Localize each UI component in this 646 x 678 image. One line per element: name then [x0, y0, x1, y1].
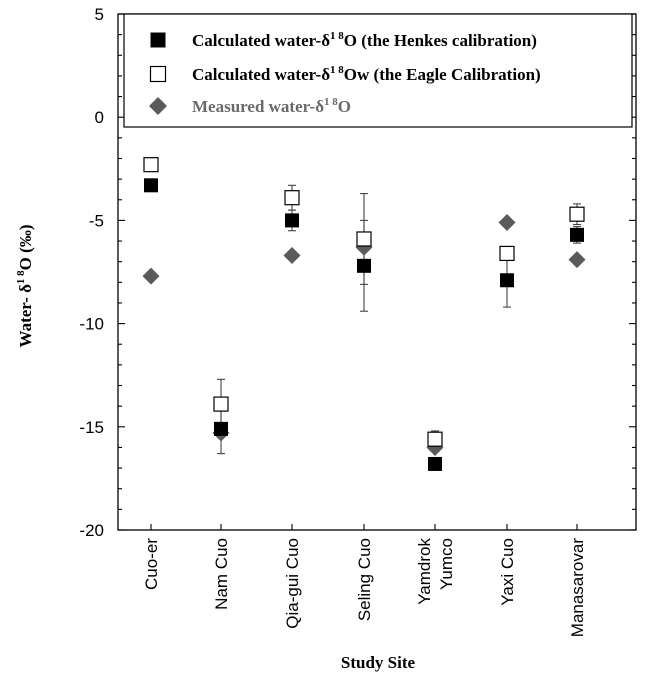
- point-diamond: [498, 213, 516, 231]
- legend-label: Calculated water-δ1 8O (the Henkes calib…: [192, 30, 537, 50]
- legend-box: [123, 13, 633, 128]
- legend-marker-filled-square: [150, 32, 166, 48]
- y-tick-label: 5: [95, 5, 104, 24]
- y-tick-labels: 5 0 -5 -10 -15 -20: [79, 5, 104, 540]
- x-axis-title: Study Site: [341, 653, 416, 672]
- legend-marker-open-square: [149, 65, 167, 83]
- point-open-square: [143, 157, 159, 173]
- point-filled-square: [214, 421, 228, 436]
- y-title-sup: 1 8: [15, 270, 27, 284]
- point-filled-square: [570, 227, 584, 242]
- x-tick-label: Yumco: [437, 538, 456, 590]
- x-tick-labels: Cuo-er Nam Cuo Qia-gui Cuo Seling Cuo Yamdro…: [142, 538, 587, 638]
- point-open-square: [284, 190, 300, 206]
- error-bars: [217, 184, 581, 471]
- y-title-part: O (‰): [16, 225, 35, 271]
- point-open-square: [356, 231, 372, 247]
- legend-label: Measured water-δ1 8O: [192, 96, 351, 116]
- point-diamond: [283, 246, 301, 264]
- x-tick-label: Cuo-er: [142, 538, 161, 590]
- x-tick-label: Yamdrok: [415, 538, 434, 605]
- point-open-square: [213, 396, 229, 412]
- point-diamond: [568, 251, 586, 269]
- y-tick-label: -10: [79, 315, 104, 334]
- y-tick-label: -20: [79, 521, 104, 540]
- y-axis-title: Water- δ1 8O (‰): [15, 225, 35, 348]
- legend: Calculated water-δ1 8O (the Henkes calib…: [123, 13, 633, 128]
- x-tick-label: Yaxi Cuo: [498, 538, 517, 606]
- data-marks: [142, 157, 586, 471]
- point-open-square: [499, 245, 515, 262]
- x-tick-label: Seling Cuo: [355, 538, 374, 621]
- legend-marker-diamond: [149, 97, 167, 115]
- point-open-square: [427, 431, 443, 447]
- point-filled-square: [144, 178, 158, 193]
- y-tick-label: -15: [79, 418, 104, 437]
- x-tick-label: Nam Cuo: [212, 538, 231, 610]
- x-tick-label: Manasarovar: [568, 538, 587, 638]
- x-tick-label: Qia-gui Cuo: [283, 538, 302, 629]
- point-open-square: [569, 206, 585, 222]
- y-tick-label: 0: [95, 108, 104, 127]
- legend-label: Calculated water-δ1 8Ow (the Eagle Calib…: [192, 64, 541, 84]
- point-filled-square: [428, 456, 442, 471]
- point-filled-square: [285, 213, 299, 228]
- point-filled-square: [357, 258, 371, 273]
- point-filled-square: [500, 273, 514, 288]
- y-tick-label: -5: [89, 211, 104, 230]
- y-title-part: Water- δ: [16, 284, 35, 348]
- point-diamond: [142, 267, 160, 285]
